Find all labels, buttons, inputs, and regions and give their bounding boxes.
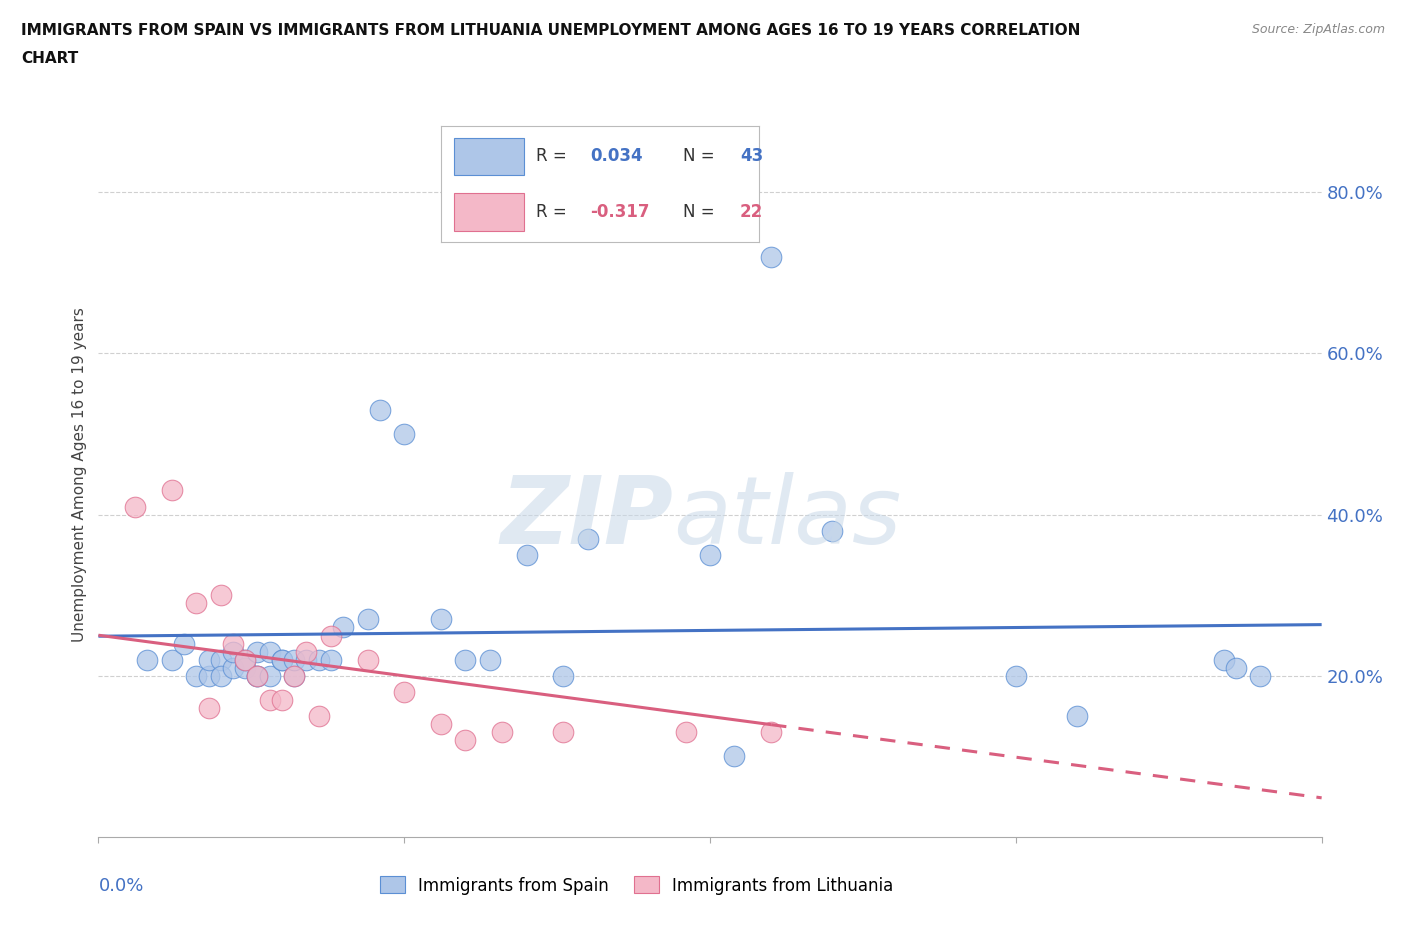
Text: ZIP: ZIP bbox=[501, 472, 673, 564]
Legend: Immigrants from Spain, Immigrants from Lithuania: Immigrants from Spain, Immigrants from L… bbox=[373, 870, 900, 901]
Point bbox=[246, 669, 269, 684]
Point bbox=[233, 652, 256, 667]
Point bbox=[259, 644, 281, 659]
Point bbox=[222, 636, 245, 651]
Point bbox=[553, 724, 575, 739]
Point bbox=[136, 652, 159, 667]
Point bbox=[430, 717, 453, 732]
Point bbox=[356, 612, 378, 627]
Point bbox=[246, 669, 269, 684]
Point bbox=[283, 652, 305, 667]
Point bbox=[1249, 669, 1271, 684]
Point bbox=[270, 693, 292, 708]
Point bbox=[430, 612, 453, 627]
Point bbox=[197, 669, 219, 684]
Point bbox=[160, 483, 183, 498]
Point bbox=[821, 524, 844, 538]
Point bbox=[319, 652, 342, 667]
Point bbox=[270, 652, 292, 667]
Text: IMMIGRANTS FROM SPAIN VS IMMIGRANTS FROM LITHUANIA UNEMPLOYMENT AMONG AGES 16 TO: IMMIGRANTS FROM SPAIN VS IMMIGRANTS FROM… bbox=[21, 23, 1080, 38]
Point bbox=[259, 669, 281, 684]
Point bbox=[186, 596, 208, 611]
Point bbox=[173, 636, 195, 651]
Text: Source: ZipAtlas.com: Source: ZipAtlas.com bbox=[1251, 23, 1385, 36]
Point bbox=[160, 652, 183, 667]
Point bbox=[576, 531, 599, 546]
Point bbox=[246, 669, 269, 684]
Point bbox=[368, 403, 391, 418]
Point bbox=[759, 724, 782, 739]
Point bbox=[308, 709, 330, 724]
Point bbox=[209, 669, 232, 684]
Point bbox=[319, 628, 342, 643]
Point bbox=[283, 669, 305, 684]
Point bbox=[759, 249, 782, 264]
Point bbox=[491, 724, 513, 739]
Point bbox=[222, 644, 245, 659]
Point bbox=[699, 548, 721, 563]
Point bbox=[308, 652, 330, 667]
Point bbox=[356, 652, 378, 667]
Point bbox=[295, 644, 318, 659]
Text: 0.0%: 0.0% bbox=[98, 877, 143, 895]
Point bbox=[723, 749, 745, 764]
Point bbox=[1212, 652, 1234, 667]
Point bbox=[454, 652, 477, 667]
Point bbox=[332, 620, 354, 635]
Point bbox=[246, 644, 269, 659]
Point bbox=[197, 652, 219, 667]
Point bbox=[222, 660, 245, 675]
Point bbox=[392, 427, 416, 442]
Point bbox=[233, 660, 256, 675]
Point bbox=[124, 499, 146, 514]
Point bbox=[516, 548, 538, 563]
Point bbox=[209, 588, 232, 603]
Point bbox=[1004, 669, 1026, 684]
Point bbox=[186, 669, 208, 684]
Point bbox=[283, 669, 305, 684]
Text: CHART: CHART bbox=[21, 51, 79, 66]
Point bbox=[233, 652, 256, 667]
Point bbox=[1066, 709, 1088, 724]
Point bbox=[1225, 660, 1247, 675]
Point bbox=[675, 724, 697, 739]
Point bbox=[295, 652, 318, 667]
Point bbox=[454, 733, 477, 748]
Point bbox=[259, 693, 281, 708]
Y-axis label: Unemployment Among Ages 16 to 19 years: Unemployment Among Ages 16 to 19 years bbox=[72, 307, 87, 642]
Point bbox=[197, 700, 219, 715]
Point bbox=[270, 652, 292, 667]
Point bbox=[209, 652, 232, 667]
Point bbox=[392, 684, 416, 699]
Text: atlas: atlas bbox=[673, 472, 901, 564]
Point bbox=[553, 669, 575, 684]
Point bbox=[478, 652, 501, 667]
